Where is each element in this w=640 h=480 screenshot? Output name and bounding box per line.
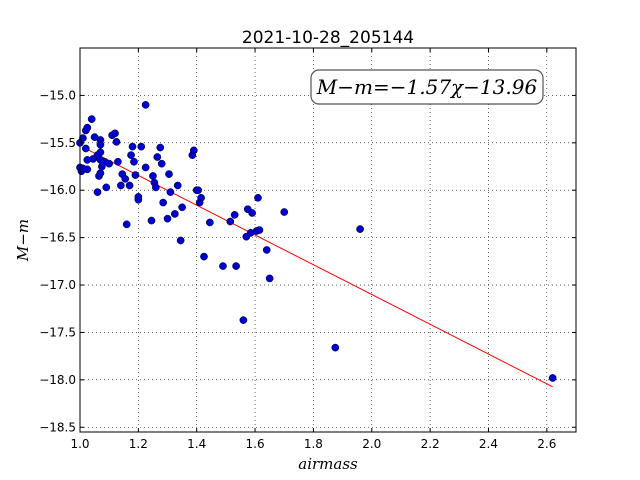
y-tick-label: −18.0 <box>39 373 76 387</box>
data-point <box>356 225 364 233</box>
data-point <box>114 157 122 166</box>
data-point <box>96 148 105 157</box>
data-point <box>130 157 138 166</box>
data-point <box>255 226 264 234</box>
data-point <box>331 343 340 352</box>
data-point <box>116 181 125 190</box>
data-point <box>81 144 90 153</box>
x-tick-label: 1.8 <box>304 437 323 451</box>
data-point <box>141 101 150 109</box>
data-point <box>170 210 179 218</box>
data-point <box>248 209 256 217</box>
x-tick-label: 1.6 <box>246 437 265 451</box>
x-axis-label: airmass <box>298 455 358 473</box>
data-point <box>102 183 111 192</box>
data-point <box>194 186 203 195</box>
y-axis-label: M−m <box>14 219 32 262</box>
y-tick-label: −17.0 <box>39 278 76 292</box>
y-tick-label: −16.5 <box>39 231 76 245</box>
data-point <box>165 170 173 178</box>
data-point <box>141 163 150 172</box>
data-point <box>219 262 227 270</box>
data-point <box>254 193 262 202</box>
y-tick-label: −16.0 <box>39 183 76 197</box>
data-point <box>112 138 121 146</box>
data-point <box>147 216 156 225</box>
data-point <box>87 115 96 123</box>
data-point <box>173 181 182 190</box>
plot-area <box>80 48 576 432</box>
data-point <box>137 142 146 151</box>
data-point <box>548 374 557 382</box>
data-point <box>163 214 172 223</box>
x-tick-label: 2.0 <box>362 437 381 451</box>
fit-line <box>82 146 553 388</box>
y-tick-label: −15.5 <box>39 136 76 150</box>
y-tick-labels: −15.0 −15.5 −16.0 −16.5 −17.0 −17.5 −18.0 −18.5 <box>39 88 76 434</box>
data-point <box>128 142 137 151</box>
data-point <box>232 262 240 270</box>
data-point <box>96 169 105 178</box>
fit-layer <box>82 146 553 388</box>
data-point <box>83 165 92 174</box>
data-point <box>157 159 166 168</box>
data-point <box>159 198 168 207</box>
fit-equation-frame <box>310 69 544 105</box>
data-point <box>105 159 114 168</box>
data-point <box>152 183 160 192</box>
data-point <box>205 218 214 227</box>
data-point <box>96 140 105 149</box>
y-tick-label: −17.5 <box>39 325 76 339</box>
data-point <box>125 181 134 190</box>
x-tick-label: 2.4 <box>479 437 498 451</box>
data-point <box>111 129 119 138</box>
data-point <box>265 274 274 283</box>
data-point <box>197 193 205 202</box>
data-point <box>156 143 165 152</box>
grid-layer <box>79 48 576 432</box>
data-point <box>230 211 239 219</box>
data-point <box>176 236 185 245</box>
x-tick-label: 1.4 <box>187 437 206 451</box>
chart-title: 2021-10-28_205144 <box>242 28 414 48</box>
data-point <box>149 172 157 180</box>
x-tick-label: 1.2 <box>129 437 148 451</box>
y-tick-label: −18.5 <box>39 420 76 434</box>
data-point <box>93 188 102 196</box>
fit-equation-box: M−m=−1.57χ−13.96 <box>310 69 544 105</box>
fit-equation-text: M−m=−1.57χ−13.96 <box>316 75 538 99</box>
data-point <box>262 246 271 254</box>
plot-frame <box>79 47 577 433</box>
data-point <box>83 123 92 132</box>
data-point <box>166 188 175 196</box>
data-point <box>127 151 135 159</box>
data-point <box>200 252 208 261</box>
x-tick-label: 2.2 <box>421 437 440 451</box>
data-point <box>153 153 162 161</box>
x-tick-label: 2.6 <box>537 437 556 451</box>
data-point <box>122 220 131 229</box>
data-point <box>121 174 130 183</box>
data-point <box>280 208 289 216</box>
data-point <box>226 217 235 226</box>
data-point <box>178 203 186 212</box>
x-tick-labels: 1.0 1.2 1.4 1.6 1.8 2.0 2.2 2.4 2.6 <box>70 437 556 451</box>
data-point <box>79 134 87 142</box>
data-point <box>134 193 143 201</box>
data-point <box>131 171 140 179</box>
ticks-layer <box>79 48 576 432</box>
data-point <box>239 316 248 324</box>
y-tick-label: −15.0 <box>39 88 76 102</box>
data-point <box>189 146 198 155</box>
x-tick-label: 1.0 <box>70 437 89 451</box>
